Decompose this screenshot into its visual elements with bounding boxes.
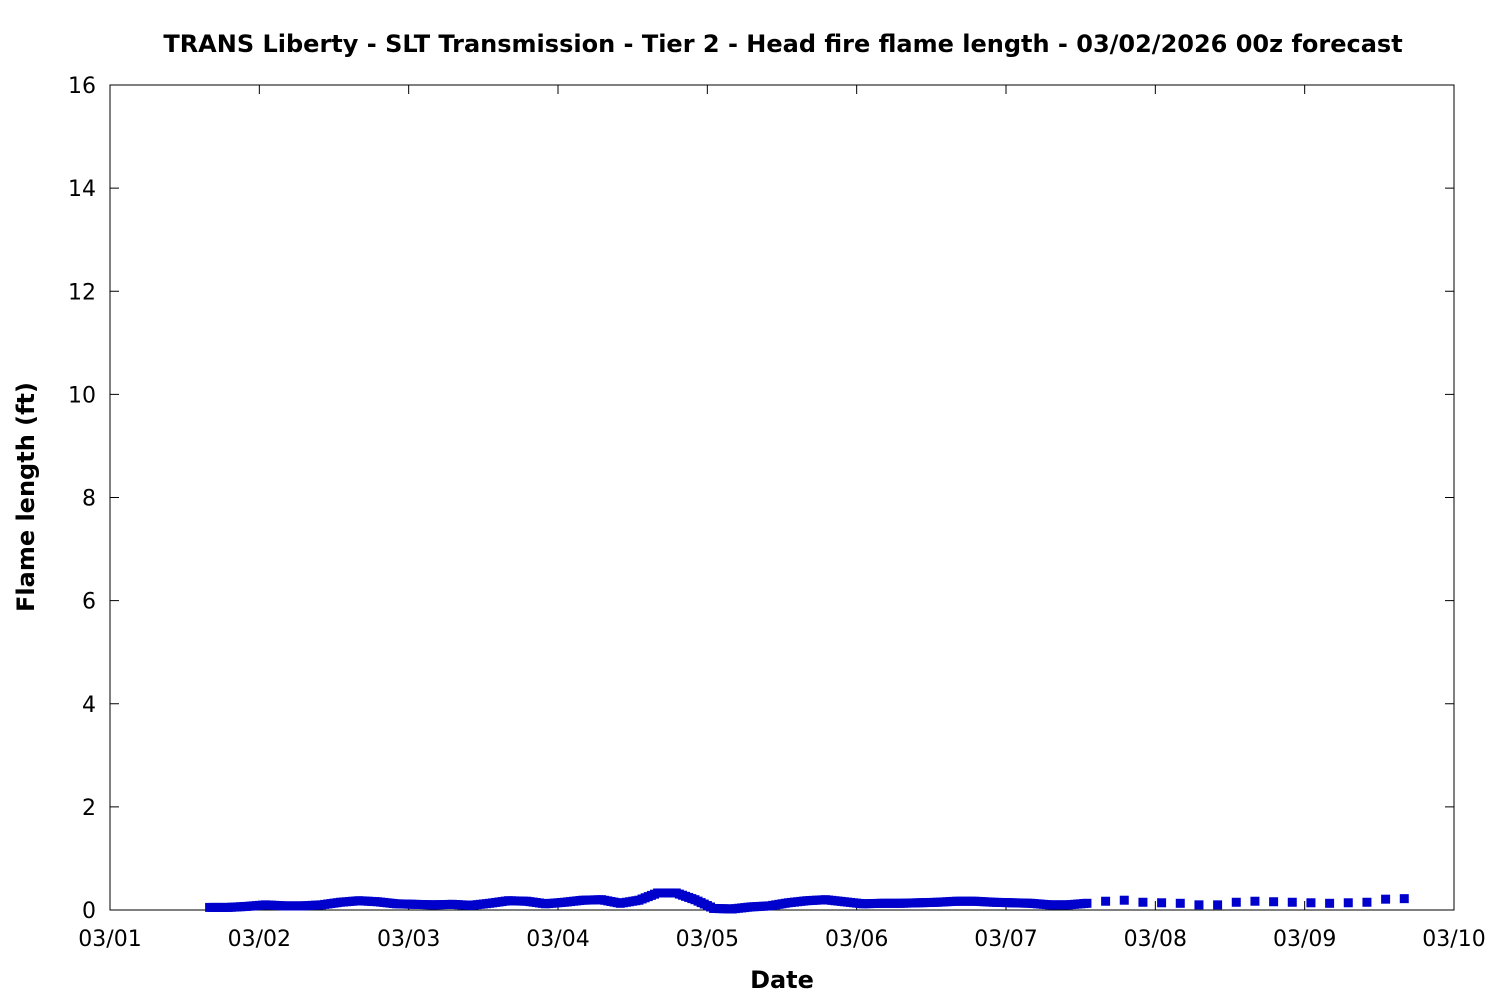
data-point [1250, 896, 1260, 906]
y-tick-label: 4 [82, 693, 96, 718]
data-point [1306, 898, 1316, 908]
data-point [1101, 896, 1111, 906]
data-point [1194, 900, 1204, 910]
x-tick-label: 03/08 [1124, 927, 1187, 952]
x-tick-label: 03/07 [974, 927, 1037, 952]
data-point [1269, 897, 1279, 907]
data-point [1157, 898, 1167, 908]
y-tick-label: 14 [68, 177, 96, 202]
x-axis-label: Date [750, 966, 814, 994]
x-tick-label: 03/06 [825, 927, 888, 952]
data-point [1381, 894, 1391, 904]
y-tick-label: 8 [82, 487, 96, 512]
y-tick-label: 2 [82, 796, 96, 821]
y-tick-label: 16 [68, 74, 96, 99]
data-point [1325, 898, 1335, 908]
data-point [1175, 898, 1185, 908]
data-point [1362, 897, 1372, 907]
y-tick-label: 10 [68, 383, 96, 408]
data-point [1213, 900, 1223, 910]
y-tick-label: 12 [68, 280, 96, 305]
x-tick-label: 03/03 [377, 927, 440, 952]
x-tick-label: 03/01 [78, 927, 141, 952]
data-point [1287, 897, 1297, 907]
y-axis-label: Flame length (ft) [12, 382, 40, 612]
plot-frame [109, 84, 1455, 911]
y-tick-label: 6 [82, 590, 96, 615]
data-point [1343, 898, 1353, 908]
x-tick-label: 03/04 [526, 927, 589, 952]
y-axis: 0 2 4 6 8 10 12 14 16 [68, 74, 1454, 924]
x-tick-label: 03/09 [1273, 927, 1336, 952]
data-point [1231, 897, 1241, 907]
data-point [1119, 895, 1129, 905]
data-point [1138, 897, 1148, 907]
chart-title: TRANS Liberty - SLT Transmission - Tier … [163, 30, 1402, 58]
y-tick-label: 0 [82, 899, 96, 924]
x-tick-label: 03/02 [228, 927, 291, 952]
x-tick-label: 03/05 [676, 927, 739, 952]
data-point [1082, 898, 1092, 908]
data-series [205, 888, 1409, 914]
x-axis: 03/01 03/02 03/03 03/04 03/05 03/06 03/07 03/08… [78, 85, 1486, 952]
data-point [1399, 894, 1409, 904]
x-tick-label: 03/10 [1422, 927, 1485, 952]
